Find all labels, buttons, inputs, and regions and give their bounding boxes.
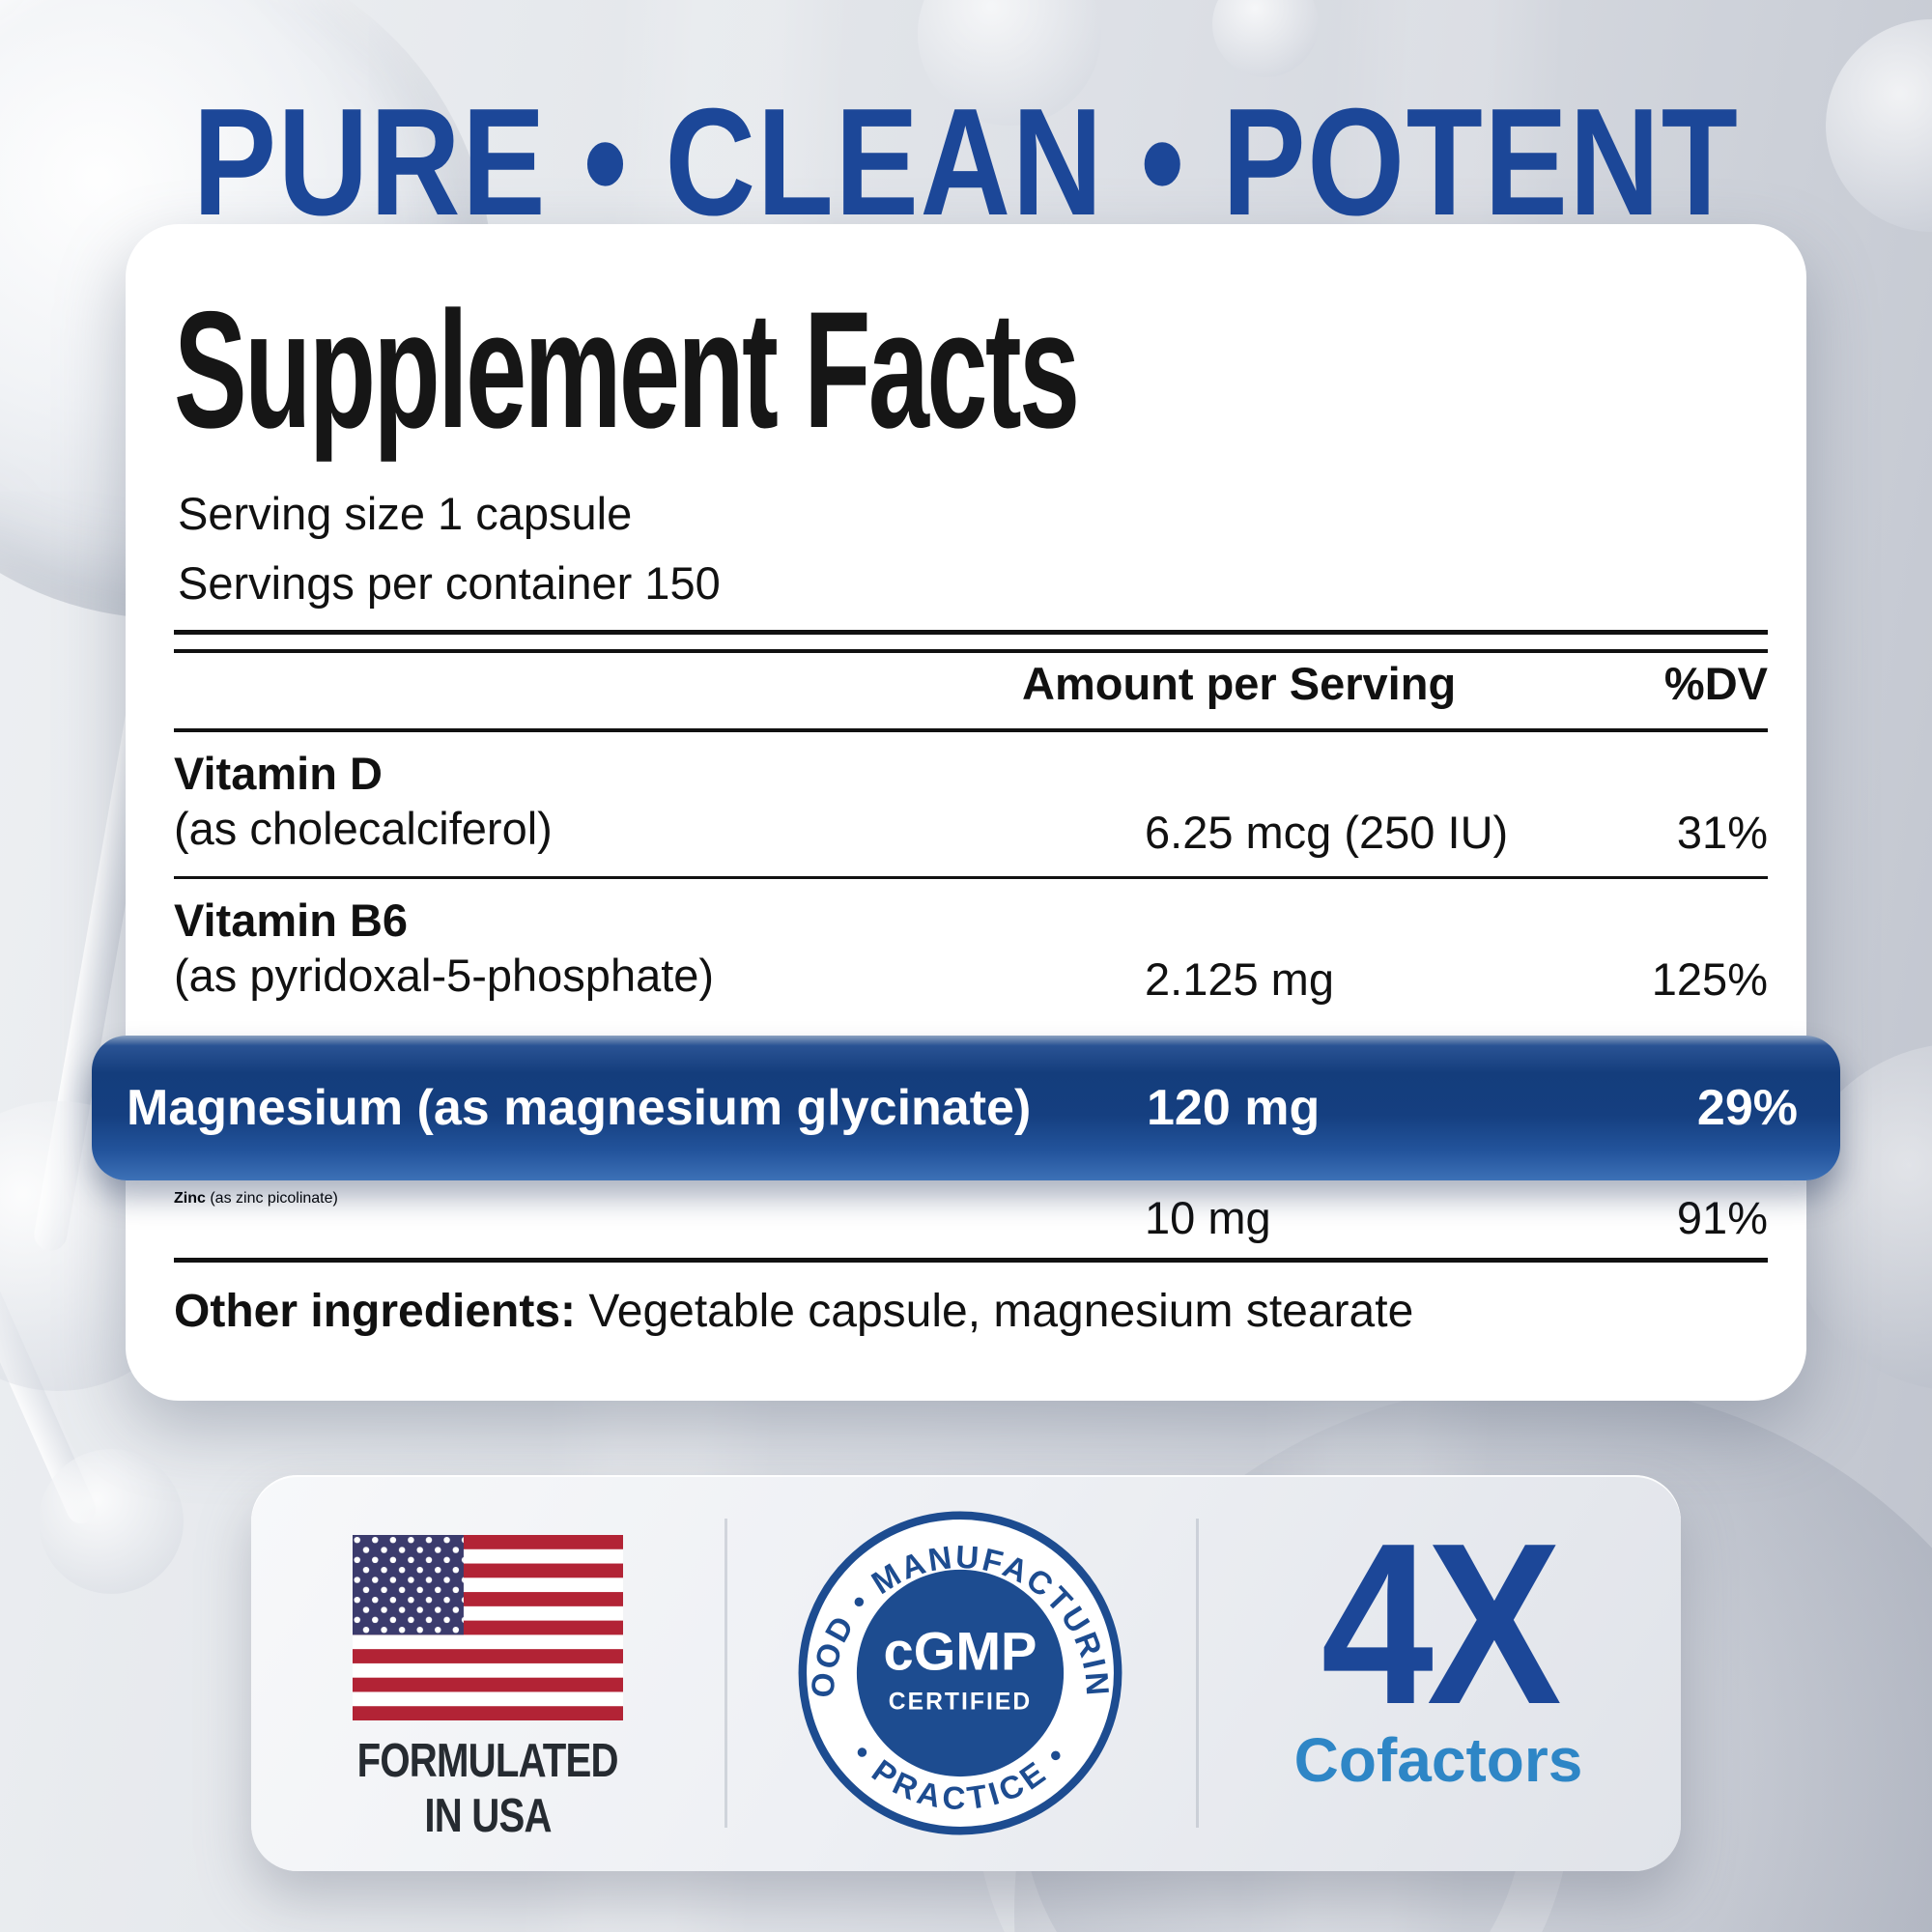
- seal-center-text: cGMP: [884, 1621, 1037, 1682]
- usa-flag-icon: [353, 1535, 623, 1720]
- nutrient-dv: 31%: [1676, 807, 1768, 858]
- nutrient-amount: 10 mg: [1145, 1192, 1271, 1243]
- rule-under-header: [174, 728, 1768, 732]
- formulated-usa-text: FORMULATED IN USA: [251, 1734, 724, 1844]
- nutrient-dv: 91%: [1676, 1192, 1768, 1243]
- rule-double: [174, 630, 1768, 653]
- usa-line-2: IN USA: [424, 1790, 552, 1842]
- badge-formulated-usa: FORMULATED IN USA: [251, 1475, 724, 1871]
- cgmp-seal-icon: GOOD • MANUFACTURING • PRACTICE • cGMP C…: [796, 1509, 1122, 1835]
- table-row-vitamin-d: Vitamin D (as cholecalciferol) 6.25 mcg …: [174, 746, 1768, 860]
- seal-sub-text: CERTIFIED: [889, 1689, 1032, 1715]
- table-row-vitamin-b6: Vitamin B6 (as pyridoxal-5-phosphate) 2.…: [174, 893, 1768, 1007]
- column-amount-label: Amount per Serving: [1022, 658, 1457, 709]
- badges-panel: FORMULATED IN USA GOOD • MANUFACTURING •…: [251, 1475, 1681, 1871]
- divider-1: [724, 1519, 727, 1828]
- nutrient-amount: 6.25 mcg (250 IU): [1145, 807, 1509, 858]
- cofactors-label: Cofactors: [1293, 1725, 1583, 1795]
- magnesium-highlight-banner: Magnesium (as magnesium glycinate) 120 m…: [92, 1036, 1840, 1180]
- badge-4x-cofactors: 4X Cofactors: [1196, 1475, 1681, 1871]
- table-row-zinc: Zinc (as zinc picolinate) 10 mg 91%: [174, 1190, 1768, 1245]
- nutrient-amount: 120 mg: [1147, 1080, 1321, 1136]
- column-dv-label: %DV: [1663, 658, 1768, 709]
- nutrient-detail: (as cholecalciferol): [174, 803, 553, 854]
- headline: PURE • CLEAN • POTENT: [0, 75, 1932, 250]
- rule-above-other: [174, 1258, 1768, 1263]
- nutrient-detail: (as pyridoxal-5-phosphate): [174, 950, 715, 1001]
- rule-row-1: [174, 876, 1768, 879]
- nutrient-name: Magnesium: [127, 1080, 404, 1136]
- nutrient-name-line: Magnesium (as magnesium glycinate): [127, 1079, 1031, 1137]
- servings-per-container: Servings per container 150: [178, 557, 721, 609]
- nutrient-name-line: Zinc (as zinc picolinate): [174, 1190, 1768, 1208]
- fourx-value: 4X: [1321, 1496, 1562, 1752]
- column-header-row: Amount per Serving %DV: [174, 657, 1768, 715]
- nutrient-detail: (as magnesium glycinate): [416, 1080, 1032, 1136]
- nutrient-dv: 125%: [1651, 953, 1768, 1005]
- other-ingredients-label: Other ingredients:: [174, 1286, 577, 1337]
- other-ingredients-text: Vegetable capsule, magnesium stearate: [576, 1286, 1414, 1337]
- nutrient-name: Zinc: [174, 1190, 206, 1207]
- other-ingredients: Other ingredients: Vegetable capsule, ma…: [174, 1285, 1413, 1338]
- card-inner: Supplement Facts Serving size 1 capsule …: [174, 224, 1768, 1401]
- serving-size: Serving size 1 capsule: [178, 488, 633, 539]
- facts-title: Supplement Facts: [174, 277, 1080, 463]
- usa-line-1: FORMULATED: [356, 1735, 619, 1787]
- headline-text: PURE • CLEAN • POTENT: [192, 77, 1740, 247]
- nutrient-detail: (as zinc picolinate): [210, 1190, 338, 1207]
- nutrient-dv: 29%: [1696, 1080, 1798, 1136]
- fourx-value-wrap: 4X: [1196, 1492, 1681, 1756]
- badge-cgmp: GOOD • MANUFACTURING • PRACTICE • cGMP C…: [724, 1475, 1196, 1871]
- nutrient-name: Vitamin D: [174, 748, 383, 799]
- supplement-facts-card: Supplement Facts Serving size 1 capsule …: [126, 224, 1806, 1401]
- nutrient-name: Vitamin B6: [174, 895, 409, 946]
- nutrient-amount: 2.125 mg: [1145, 953, 1334, 1005]
